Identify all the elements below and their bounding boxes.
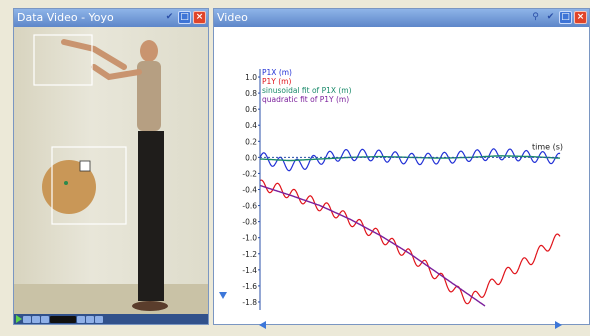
close-icon[interactable]: × [574,11,587,24]
legend-entry: P1X (m) [262,68,292,77]
scroll-left-icon[interactable] [259,321,266,329]
graph-area[interactable]: 1.0 0.8 0.6 0.4 0.2 0.0 -0.2 -0.4 -0.6 -0.8 -1.0 -1… [214,27,589,329]
tracking-marker[interactable] [79,160,91,172]
stop-icon[interactable] [23,315,31,323]
tracking-box-yoyo[interactable] [51,146,127,225]
close-icon[interactable]: × [193,11,206,24]
frame-slider[interactable] [50,315,76,323]
restore-icon[interactable]: □ [178,11,191,24]
y-tick-label: -0.6 [242,202,257,211]
x-axis-label: time (s) [532,142,563,151]
y-tick-label: 0.2 [245,137,257,146]
y-tick-label: -0.8 [242,218,257,227]
step-back-icon[interactable] [32,315,40,323]
video-frame [14,27,208,314]
y-tick-label: -1.4 [242,266,257,275]
graph-window-title: Video [217,11,248,24]
video-window: Data Video - Yoyo ✔ □ × [13,8,209,325]
y-tick-label: 1.0 [245,73,257,82]
tracking-point [64,181,68,185]
series-line [259,184,486,307]
series-line [259,179,561,305]
video-controls-bar [14,314,208,324]
y-tick-label: -1.0 [242,234,257,243]
chart-svg: 1.0 0.8 0.6 0.4 0.2 0.0 -0.2 -0.4 -0.6 -0.8 -1.0 -1… [219,68,563,329]
rewind-icon[interactable] [41,315,49,323]
y-tick-label: 0.0 [245,153,257,162]
yoyo [42,160,96,214]
fast-forward-icon[interactable] [86,315,94,323]
y-tick-label: 0.4 [245,121,257,130]
person-figure [61,39,168,311]
video-scene [33,34,168,311]
y-tick-label: -0.2 [242,169,257,178]
checkmark-icon[interactable]: ✔ [165,12,174,22]
tracking-box-top[interactable] [33,34,93,86]
checkmark-icon[interactable]: ✔ [546,12,555,22]
y-tick-label: -0.4 [242,186,257,195]
step-forward-icon[interactable] [77,315,85,323]
play-icon[interactable] [16,315,22,323]
legend-entry: P1Y (m) [262,77,291,86]
video-window-title: Data Video - Yoyo [17,11,114,24]
series-line [260,155,561,162]
y-tick-label: 0.6 [245,105,257,114]
y-tick-label: -1.8 [242,298,257,307]
zoom-icon[interactable]: ⚲ [532,12,539,22]
scroll-right-icon[interactable] [555,321,562,329]
graph-window: Video ⚲ ✔ □ × 1.0 0.8 0.6 0.4 0.2 0.0 -0.2 -0.4… [213,8,590,329]
video-window-titlebar[interactable]: Data Video - Yoyo ✔ □ × [14,9,208,27]
video-floor [14,284,208,314]
legend-entry: quadratic fit of P1Y (m) [262,95,349,104]
y-tick-label: 0.8 [245,89,257,98]
restore-icon[interactable]: □ [559,11,572,24]
y-tick-label: -1.6 [242,282,257,291]
options-icon[interactable] [95,315,103,323]
series-line [259,148,561,172]
legend-entry: sinusoidal fit of P1X (m) [262,86,352,95]
scroll-down-icon[interactable] [219,292,227,299]
graph-window-titlebar[interactable]: Video ⚲ ✔ □ × [214,9,589,27]
y-tick-label: -1.2 [242,250,257,259]
